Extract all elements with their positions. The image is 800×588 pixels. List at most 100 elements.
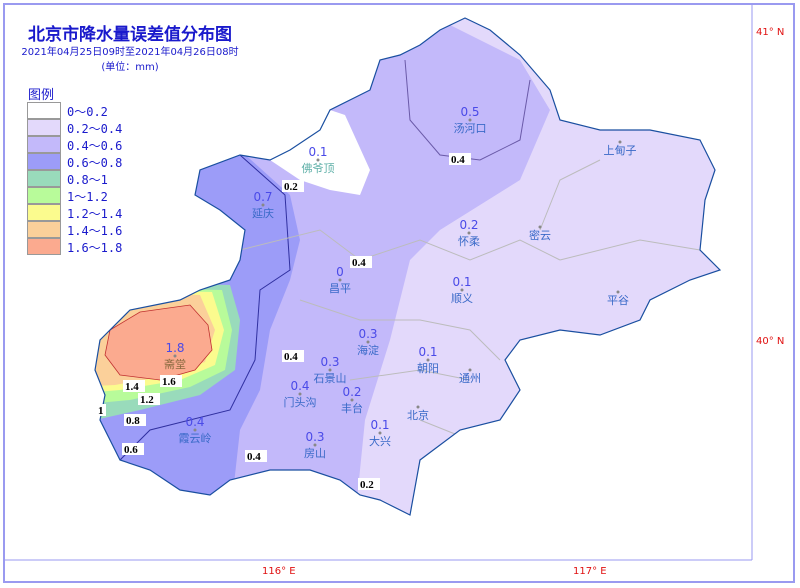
station-name: 怀柔 bbox=[458, 235, 480, 248]
legend-label: 0.6～0.8 bbox=[67, 156, 123, 170]
station-value: 0.3 bbox=[320, 355, 339, 369]
station-dot bbox=[328, 368, 332, 372]
legend-swatch bbox=[27, 204, 61, 221]
station-dot bbox=[378, 431, 382, 435]
contour-label: 0.8 bbox=[126, 415, 140, 427]
station-name: 霞云岭 bbox=[179, 431, 212, 445]
contour-label: 0.4 bbox=[352, 257, 366, 269]
lat-label-40: 40° N bbox=[756, 336, 785, 347]
station-dot bbox=[173, 354, 177, 358]
station-value: 0.4 bbox=[290, 379, 309, 393]
station-dot bbox=[366, 340, 370, 344]
station-name: 北京 bbox=[407, 408, 429, 422]
contour-label-bg bbox=[449, 153, 471, 165]
station-dot bbox=[416, 405, 420, 409]
station-dot bbox=[460, 288, 464, 292]
station-name: 石景山 bbox=[314, 372, 347, 385]
legend-label: 1.4～1.6 bbox=[67, 224, 123, 238]
legend-label: 0.8～1 bbox=[67, 173, 108, 187]
station-name: 顺义 bbox=[451, 292, 473, 305]
legend-label: 1.6～1.8 bbox=[67, 241, 123, 255]
station-name: 大兴 bbox=[369, 434, 391, 448]
station-name: 通州 bbox=[459, 372, 481, 385]
station-dot bbox=[467, 231, 471, 235]
station-name: 佛爷顶 bbox=[302, 161, 335, 175]
contour-label: 1.6 bbox=[162, 376, 176, 388]
station-value: 1.8 bbox=[165, 341, 184, 355]
station-dot bbox=[298, 392, 302, 396]
contour-label: 1.4 bbox=[125, 381, 139, 393]
legend-title: 图例 bbox=[28, 88, 55, 103]
contour-label-bg bbox=[282, 180, 304, 192]
band-0-0.2 bbox=[270, 110, 370, 195]
station-value: 0.1 bbox=[370, 418, 389, 432]
contour-label-bg bbox=[160, 375, 182, 387]
legend-swatch bbox=[27, 102, 61, 119]
station-name: 昌平 bbox=[329, 282, 351, 295]
contour-label: 0.2 bbox=[360, 479, 374, 491]
legend-swatch bbox=[27, 187, 61, 204]
legend-swatch bbox=[27, 221, 61, 238]
station-dot bbox=[338, 278, 342, 282]
contour-label: 1 bbox=[98, 405, 104, 417]
lon-label-116: 116° E bbox=[262, 566, 296, 577]
station-dot bbox=[193, 428, 197, 432]
contour-label-bg bbox=[350, 256, 372, 268]
lat-label-41: 41° N bbox=[756, 27, 785, 38]
station-value: 0.7 bbox=[253, 190, 272, 204]
station-value: 0.3 bbox=[358, 327, 377, 341]
map-subtitle: 2021年04月25日09时至2021年04月26日08时 bbox=[21, 47, 239, 58]
contour-label-bg bbox=[96, 404, 106, 416]
station-name: 平谷 bbox=[607, 294, 629, 307]
station-name: 海淀 bbox=[357, 343, 379, 357]
map-title: 北京市降水量误差值分布图 bbox=[28, 25, 232, 45]
lon-label-117: 117° E bbox=[573, 566, 607, 577]
station-name: 密云 bbox=[529, 228, 551, 242]
band-1.6-1.8 bbox=[104, 304, 213, 381]
contour-label-bg bbox=[122, 443, 144, 455]
station-value: 0.2 bbox=[459, 218, 478, 232]
station-value: 0 bbox=[336, 265, 344, 279]
legend-label: 0.2～0.4 bbox=[67, 122, 123, 136]
contour-label: 0.4 bbox=[247, 451, 261, 463]
station-dot bbox=[616, 290, 620, 294]
contour-label: 0.2 bbox=[284, 181, 298, 193]
contour-label-bg bbox=[282, 350, 304, 362]
station-name: 房山 bbox=[304, 447, 326, 460]
station-name: 斋堂 bbox=[164, 357, 186, 371]
station-dot bbox=[468, 368, 472, 372]
contour-label: 0.6 bbox=[124, 444, 138, 456]
station-value: 0.5 bbox=[460, 105, 479, 119]
station-value: 0.1 bbox=[418, 345, 437, 359]
station-value: 0.3 bbox=[305, 430, 324, 444]
map-unit: (单位：mm) bbox=[101, 62, 159, 73]
legend-label: 0.4～0.6 bbox=[67, 139, 123, 153]
station-name: 上甸子 bbox=[604, 144, 637, 157]
contour-label-bg bbox=[123, 380, 145, 392]
legend-swatch bbox=[27, 119, 61, 136]
station-dot bbox=[468, 118, 472, 122]
legend-swatch bbox=[27, 170, 61, 187]
station-dot bbox=[261, 203, 265, 207]
station-value: 0.1 bbox=[452, 275, 471, 289]
contour-label: 1.2 bbox=[140, 394, 154, 406]
contour-label: 0.4 bbox=[284, 351, 298, 363]
legend-label: 1～1.2 bbox=[67, 190, 108, 204]
frame bbox=[3, 3, 795, 583]
station-name: 门头沟 bbox=[284, 395, 317, 409]
station-name: 汤河口 bbox=[454, 121, 487, 135]
station-dot bbox=[313, 443, 317, 447]
station-dot bbox=[316, 158, 320, 162]
station-name: 丰台 bbox=[341, 401, 363, 415]
station-labels: 0.5 汤河口 0.1 佛爷顶 0.7 延庆 上甸子 0.2 怀柔 密云 0 昌平 0.1 顺义 平谷 1.8… bbox=[164, 105, 637, 460]
station-name: 朝阳 bbox=[417, 362, 439, 375]
station-value: 0.1 bbox=[308, 145, 327, 159]
station-dot bbox=[426, 358, 430, 362]
contour-label-bg bbox=[138, 393, 160, 405]
contour-label-bg bbox=[358, 478, 380, 490]
district-boundaries bbox=[239, 159, 701, 441]
legend-swatch bbox=[27, 238, 61, 255]
